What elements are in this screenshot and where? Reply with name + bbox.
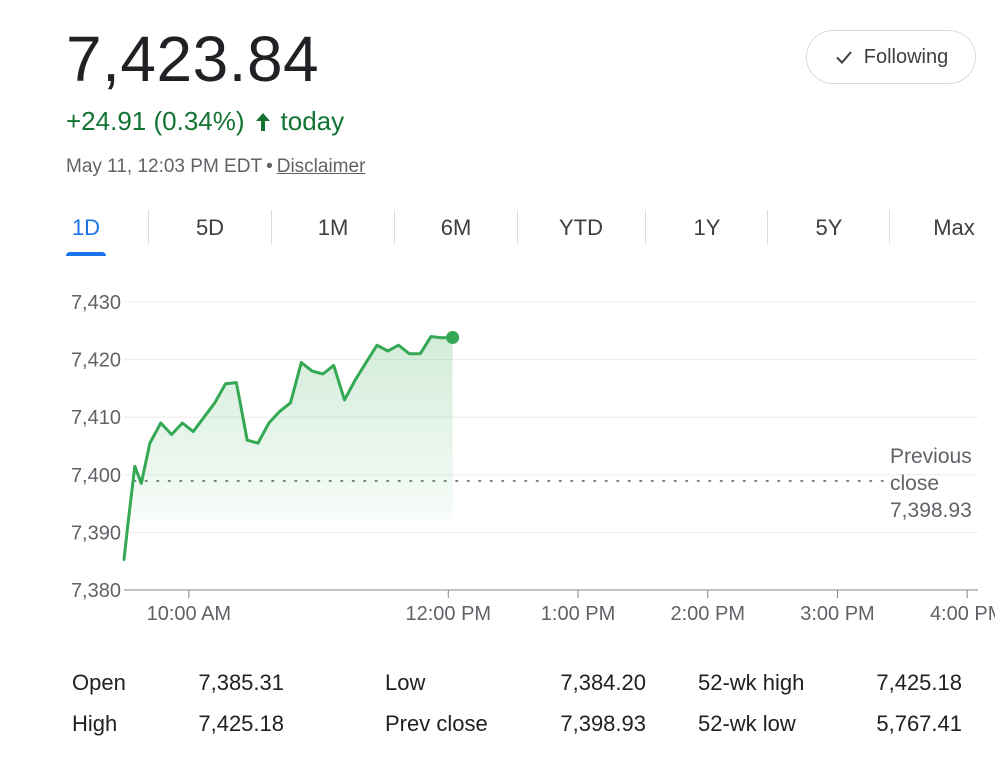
following-button[interactable]: Following [806,30,976,84]
stat-value-low: 7,384.20 [560,670,646,695]
change-suffix: today [280,106,345,136]
tab-label: 1Y [693,215,721,240]
y-tick-label: 7,380 [71,580,121,602]
previous-close-label: close [890,472,939,495]
arrow-up-icon [255,112,270,131]
tab-divider [271,210,272,244]
x-tick-label: 4:00 PM [930,603,995,620]
stat-label-low: Low [385,670,426,695]
tab-label: 1D [71,215,101,240]
tab-divider [889,210,890,244]
x-tick-label: 12:00 PM [405,603,491,620]
tab-label: YTD [559,215,603,240]
tab-divider [767,210,768,244]
stat-value-52wk-high: 7,425.18 [876,670,962,695]
change-value: +24.91 (0.34%) [66,106,245,136]
current-price: 7,423.84 [66,23,320,95]
price-chart[interactable]: 7,380 7,390 7,400 7,410 7,420 7,430 10:00 AM 12… [0,280,995,620]
x-tick-label: 10:00 AM [147,603,232,620]
timestamp-line: May 11, 12:03 PM EDT • Disclaimer [66,156,365,178]
y-tick-label: 7,420 [71,350,121,372]
tab-divider [148,210,149,244]
active-tab-indicator [66,252,106,256]
stat-value-high: 7,425.18 [198,711,284,736]
stats-table: Open 7,385.31 High 7,425.18 Low 7,384.20… [0,664,995,754]
tab-label: 1M [317,215,349,240]
tab-1y[interactable]: 1Y [676,208,738,256]
range-tabs: 1D 5D 1M 6M YTD 1Y 5Y Max [62,208,982,256]
tab-divider [645,210,646,244]
tab-5d[interactable]: 5D [180,208,240,256]
tab-divider [394,210,395,244]
tab-label: Max [933,215,975,240]
stat-label-52wk-low: 52-wk low [698,711,796,736]
price-line [122,335,455,561]
stat-label-prev-close: Prev close [385,711,488,736]
stat-value-prev-close: 7,398.93 [560,711,646,736]
stat-value-52wk-low: 5,767.41 [876,711,962,736]
price-change: +24.91 (0.34%) today [66,106,344,137]
tab-label: 5D [195,215,225,240]
stat-label-high: High [72,711,118,736]
disclaimer-link[interactable]: Disclaimer [276,156,366,177]
tab-1m[interactable]: 1M [302,208,364,256]
price-area-fill [124,336,453,560]
following-label: Following [863,45,949,68]
previous-close-label: Previous [890,445,972,468]
tab-label: 6M [440,215,472,240]
tab-5y[interactable]: 5Y [798,208,860,256]
separator: • [266,156,273,177]
tab-6m[interactable]: 6M [425,208,487,256]
tab-divider [517,210,518,244]
timestamp: May 11, 12:03 PM EDT [66,156,263,177]
previous-close-label: 7,398.93 [890,499,972,522]
stat-value-open: 7,385.31 [198,670,284,695]
y-tick-label: 7,410 [71,407,121,429]
stat-label-52wk-high: 52-wk high [698,670,805,695]
tab-ytd[interactable]: YTD [547,208,615,256]
tab-max[interactable]: Max [924,208,984,256]
tab-1d[interactable]: 1D [62,208,110,256]
x-tick-label: 1:00 PM [541,603,615,620]
y-tick-label: 7,430 [71,292,121,314]
tab-label: 5Y [815,215,843,240]
x-tick-label: 2:00 PM [671,603,745,620]
stat-label-open: Open [72,670,126,695]
check-icon [836,51,852,64]
y-tick-label: 7,400 [71,465,121,487]
x-tick-label: 3:00 PM [800,603,874,620]
current-price-marker [446,330,460,344]
y-tick-label: 7,390 [71,522,121,544]
